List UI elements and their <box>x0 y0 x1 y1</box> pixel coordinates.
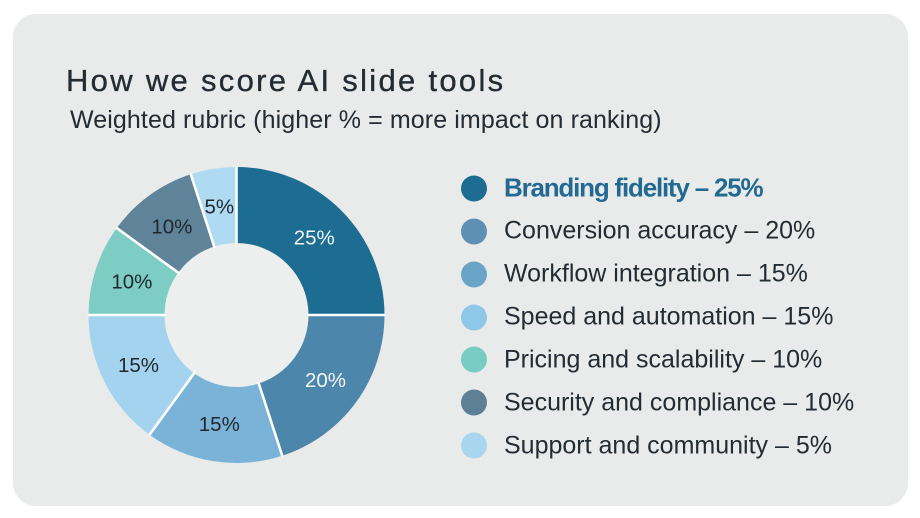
svg-text:10%: 10% <box>151 215 192 238</box>
svg-text:15%: 15% <box>199 413 240 436</box>
svg-text:5%: 5% <box>204 196 234 219</box>
svg-text:20%: 20% <box>305 369 346 392</box>
svg-text:25%: 25% <box>294 227 335 250</box>
svg-text:15%: 15% <box>118 354 159 377</box>
svg-text:10%: 10% <box>111 270 152 293</box>
